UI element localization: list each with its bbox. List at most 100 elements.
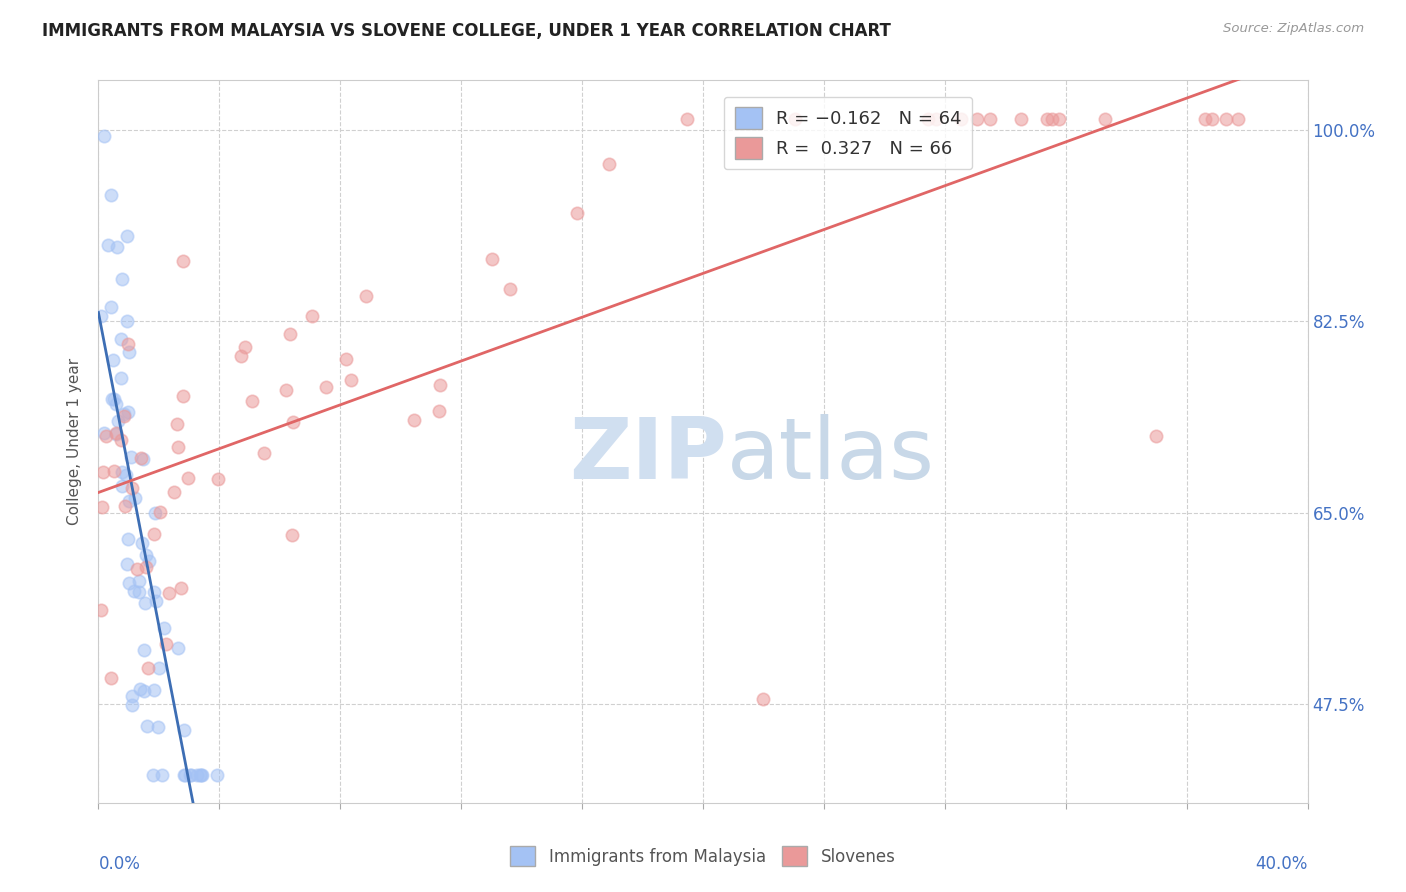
Point: [274, 383, 297, 397]
Point: [177, 471, 200, 485]
Point: [93, 129, 115, 144]
Y-axis label: College, Under 1 year: College, Under 1 year: [67, 358, 83, 525]
Point: [142, 585, 165, 599]
Point: [191, 768, 214, 782]
Point: [170, 582, 193, 596]
Point: [207, 472, 229, 486]
Point: [118, 576, 141, 591]
Point: [283, 415, 305, 429]
Point: [205, 768, 228, 782]
Point: [1201, 112, 1223, 126]
Point: [135, 559, 157, 574]
Point: [105, 426, 128, 441]
Point: [117, 337, 139, 351]
Point: [1047, 112, 1070, 126]
Point: [190, 768, 212, 782]
Point: [118, 494, 141, 508]
Point: [281, 528, 304, 542]
Point: [1094, 112, 1116, 126]
Point: [335, 352, 357, 367]
Point: [110, 332, 132, 346]
Point: [115, 557, 138, 571]
Point: [107, 414, 129, 428]
Point: [1215, 112, 1237, 126]
Point: [101, 353, 124, 368]
Point: [149, 505, 172, 519]
Point: [93, 426, 115, 441]
Point: [173, 768, 195, 782]
Point: [136, 661, 159, 675]
Point: [1040, 112, 1063, 126]
Point: [112, 407, 135, 421]
Point: [233, 340, 256, 354]
Point: [124, 491, 146, 505]
Point: [97, 238, 120, 252]
Point: [1194, 112, 1216, 126]
Point: [114, 500, 136, 514]
Point: [148, 660, 170, 674]
Point: [186, 768, 208, 782]
Point: [134, 596, 156, 610]
Point: [157, 586, 180, 600]
Point: [129, 451, 152, 466]
Point: [173, 768, 195, 782]
Point: [1010, 112, 1032, 126]
Point: [111, 271, 134, 285]
Point: [143, 506, 166, 520]
Point: [96, 428, 118, 442]
Text: IMMIGRANTS FROM MALAYSIA VS SLOVENE COLLEGE, UNDER 1 YEAR CORRELATION CHART: IMMIGRANTS FROM MALAYSIA VS SLOVENE COLL…: [42, 22, 891, 40]
Point: [150, 768, 173, 782]
Point: [91, 465, 114, 479]
Point: [110, 371, 132, 385]
Point: [163, 484, 186, 499]
Point: [118, 345, 141, 359]
Point: [166, 640, 188, 655]
Text: atlas: atlas: [727, 415, 935, 498]
Point: [301, 310, 323, 324]
Point: [188, 768, 211, 782]
Text: 40.0%: 40.0%: [1256, 855, 1308, 873]
Point: [127, 561, 149, 575]
Text: 0.0%: 0.0%: [98, 855, 141, 873]
Point: [179, 768, 201, 782]
Point: [105, 240, 128, 254]
Point: [565, 206, 588, 220]
Point: [90, 309, 112, 323]
Point: [131, 535, 153, 549]
Point: [172, 253, 194, 268]
Point: [231, 349, 253, 363]
Point: [129, 682, 152, 697]
Point: [100, 188, 122, 202]
Point: [105, 396, 128, 410]
Point: [100, 301, 122, 315]
Point: [103, 392, 125, 406]
Point: [121, 698, 143, 712]
Text: ZIP: ZIP: [569, 415, 727, 498]
Point: [340, 373, 363, 387]
Text: Source: ZipAtlas.com: Source: ZipAtlas.com: [1223, 22, 1364, 36]
Point: [427, 404, 450, 418]
Point: [498, 283, 520, 297]
Point: [1144, 429, 1167, 443]
Point: [132, 643, 155, 657]
Point: [115, 314, 138, 328]
Point: [278, 326, 301, 341]
Point: [103, 464, 125, 478]
Point: [924, 112, 946, 126]
Point: [136, 719, 159, 733]
Point: [112, 409, 135, 424]
Point: [752, 691, 775, 706]
Point: [142, 683, 165, 698]
Point: [104, 427, 127, 442]
Point: [429, 378, 451, 392]
Point: [966, 112, 988, 126]
Point: [598, 157, 620, 171]
Point: [145, 594, 167, 608]
Point: [91, 500, 114, 515]
Point: [173, 723, 195, 737]
Point: [101, 392, 124, 407]
Point: [128, 574, 150, 589]
Point: [131, 452, 153, 467]
Point: [90, 603, 112, 617]
Point: [142, 768, 165, 782]
